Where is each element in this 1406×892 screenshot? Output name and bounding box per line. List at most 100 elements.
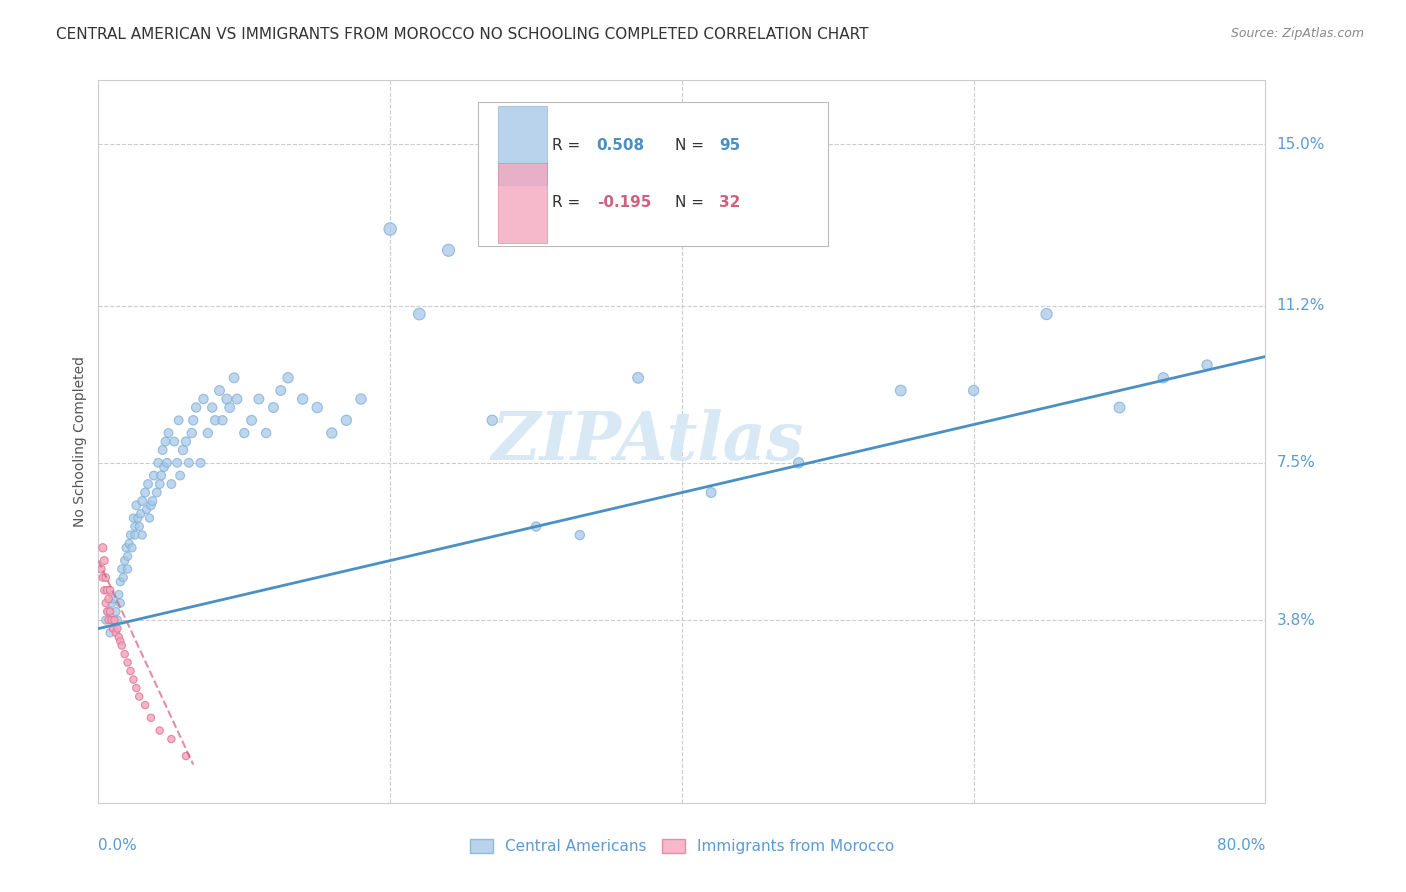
Point [1108, 401, 1130, 415]
Point [94, 613, 117, 627]
Point [962, 384, 984, 398]
Point [139, 711, 162, 725]
Text: 3.8%: 3.8% [1277, 613, 1316, 628]
Text: 11.2%: 11.2% [1277, 298, 1324, 313]
Text: R =: R = [553, 138, 585, 153]
Point [105, 613, 128, 627]
Point [166, 456, 188, 470]
Point [108, 588, 131, 602]
Point [218, 401, 240, 415]
Point [155, 434, 177, 449]
Point [97, 605, 120, 619]
Point [103, 622, 125, 636]
Point [149, 477, 172, 491]
Point [277, 371, 299, 385]
Point [335, 413, 357, 427]
Point [135, 502, 157, 516]
Point [98, 625, 121, 640]
Point [100, 596, 122, 610]
Point [111, 639, 134, 653]
Text: -0.195: -0.195 [596, 195, 651, 211]
Point [93, 553, 115, 567]
Point [142, 468, 165, 483]
Point [201, 401, 224, 415]
Point [177, 456, 200, 470]
Point [1195, 358, 1218, 372]
Text: 80.0%: 80.0% [1218, 838, 1265, 853]
Point [128, 690, 150, 704]
Point [167, 413, 190, 427]
Point [174, 434, 197, 449]
Point [222, 371, 245, 385]
Point [110, 574, 132, 589]
Point [139, 498, 162, 512]
Point [121, 541, 143, 555]
Point [307, 401, 329, 415]
Point [160, 477, 183, 491]
Point [190, 456, 212, 470]
Point [321, 425, 343, 440]
Point [408, 307, 430, 321]
Point [270, 384, 292, 398]
Point [91, 541, 114, 555]
Point [211, 413, 233, 427]
Point [104, 605, 127, 619]
Point [1035, 307, 1057, 321]
Point [96, 605, 118, 619]
Point [890, 384, 912, 398]
Point [101, 613, 124, 627]
Point [101, 591, 124, 606]
Text: 95: 95 [720, 138, 741, 153]
FancyBboxPatch shape [498, 106, 547, 186]
Point [131, 494, 153, 508]
Point [138, 511, 160, 525]
Point [152, 443, 174, 458]
Point [148, 456, 170, 470]
Point [254, 425, 277, 440]
Point [568, 528, 591, 542]
Point [149, 723, 172, 738]
Text: N =: N = [675, 195, 709, 211]
Point [104, 625, 127, 640]
Text: ZIPAtlas: ZIPAtlas [491, 409, 803, 474]
Point [193, 392, 215, 406]
Text: R =: R = [553, 195, 585, 211]
Point [291, 392, 314, 406]
Text: 15.0%: 15.0% [1277, 136, 1324, 152]
Point [124, 528, 146, 542]
Point [627, 371, 650, 385]
Point [120, 528, 142, 542]
Point [160, 732, 183, 747]
Point [94, 596, 117, 610]
Point [105, 622, 128, 636]
Point [215, 392, 238, 406]
Text: Source: ZipAtlas.com: Source: ZipAtlas.com [1230, 27, 1364, 40]
Point [117, 562, 139, 576]
Point [247, 392, 270, 406]
Point [100, 613, 122, 627]
Point [98, 605, 121, 619]
FancyBboxPatch shape [478, 102, 828, 246]
Point [181, 413, 204, 427]
Point [208, 384, 231, 398]
Point [112, 570, 135, 584]
Point [129, 507, 152, 521]
Point [93, 583, 115, 598]
Point [128, 519, 150, 533]
Text: 7.5%: 7.5% [1277, 455, 1315, 470]
Point [437, 244, 460, 258]
Point [122, 511, 145, 525]
Point [169, 468, 191, 483]
Point [262, 401, 284, 415]
Point [233, 425, 256, 440]
FancyBboxPatch shape [498, 163, 547, 243]
Point [114, 553, 136, 567]
Point [90, 562, 112, 576]
Point [153, 460, 176, 475]
Point [136, 477, 159, 491]
Point [103, 613, 125, 627]
Legend: Central Americans, Immigrants from Morocco: Central Americans, Immigrants from Moroc… [464, 833, 900, 860]
Point [787, 456, 810, 470]
Point [700, 485, 723, 500]
Point [141, 494, 163, 508]
